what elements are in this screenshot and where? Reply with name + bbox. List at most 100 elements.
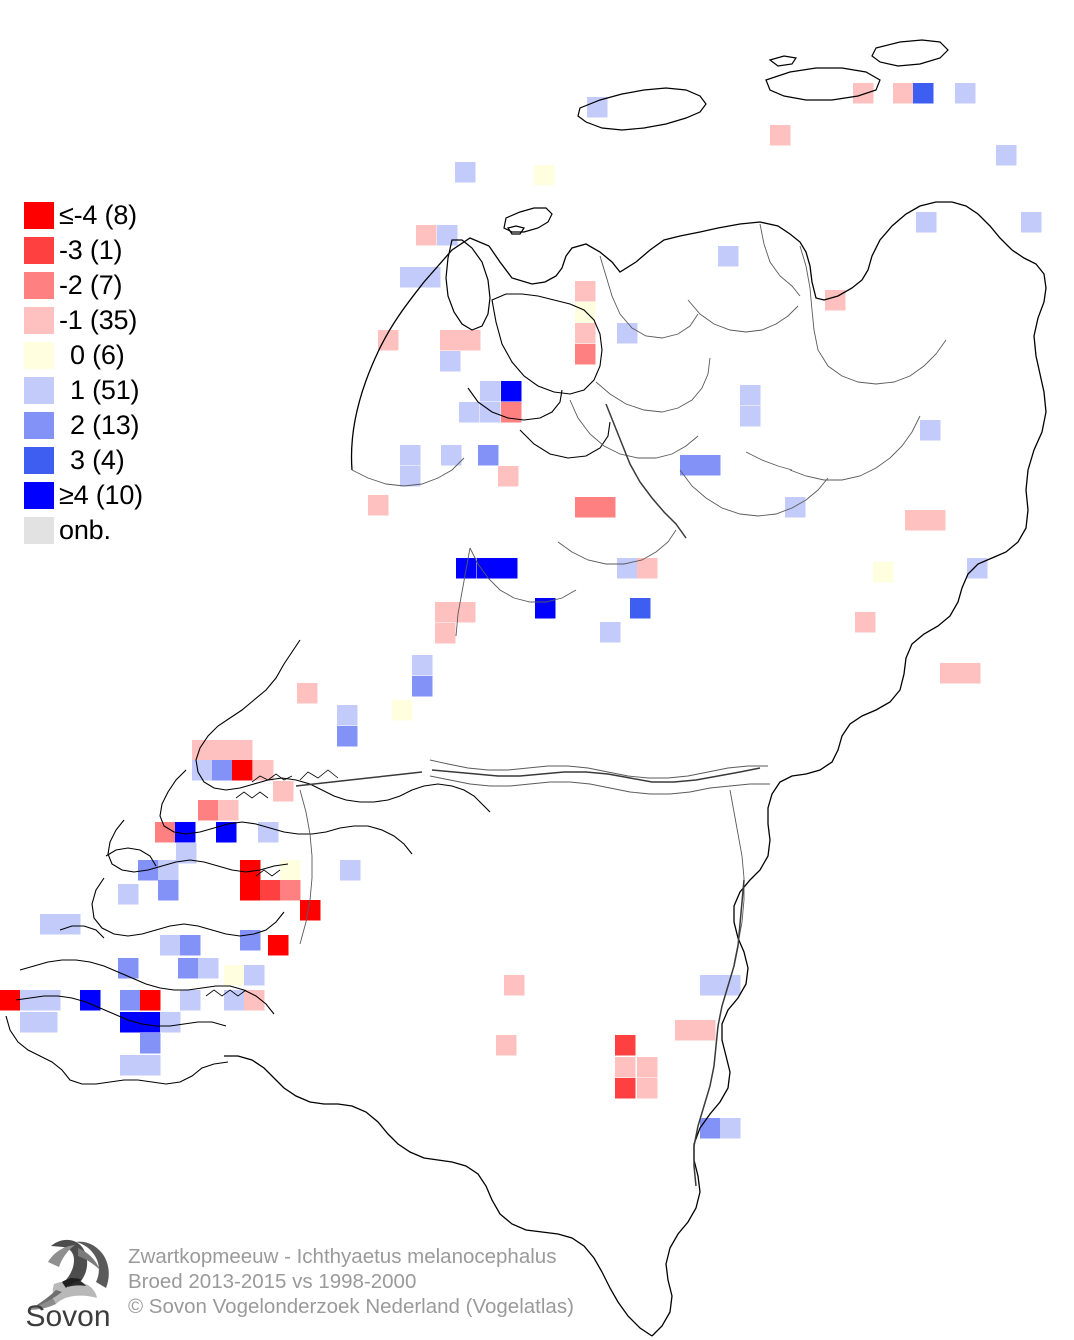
grid-cell <box>37 1012 58 1033</box>
grid-cell <box>280 880 301 901</box>
grid-cell <box>534 165 555 186</box>
grid-cell <box>501 381 522 402</box>
grid-cell <box>192 760 213 781</box>
legend-label-onb.: onb. <box>59 515 111 545</box>
grid-cell <box>60 914 81 935</box>
grid-cell <box>268 935 289 956</box>
grid-cell <box>178 958 199 979</box>
grid-cell <box>575 323 596 344</box>
legend-swatch-onb. <box>24 517 54 544</box>
grid-cell <box>297 683 318 704</box>
grid-cell <box>913 83 934 104</box>
grid-cell <box>224 965 245 986</box>
grid-cell <box>40 914 61 935</box>
grid-cell <box>996 145 1017 166</box>
grid-cell <box>218 800 239 821</box>
grid-cell <box>455 162 476 183</box>
grid-cell <box>258 822 279 843</box>
legend-label-2: 2 (13) <box>70 410 140 440</box>
grid-cell <box>378 330 399 351</box>
grid-cell <box>260 880 281 901</box>
grid-cell <box>437 225 458 246</box>
legend-row-2: 2 (13) <box>24 408 214 443</box>
grid-cell <box>587 97 608 118</box>
ijsselmeer-outline <box>467 293 611 459</box>
legend-row-1: 1 (51) <box>24 373 214 408</box>
grid-cell <box>853 83 874 104</box>
grid-cell <box>459 402 480 423</box>
grid-cell <box>392 700 413 721</box>
grid-cell <box>718 246 739 267</box>
grid-cell <box>20 990 41 1011</box>
grid-cell <box>700 1118 721 1139</box>
legend-label--2: -2 (7) <box>59 270 123 300</box>
grid-cell <box>180 935 201 956</box>
grid-cell <box>435 602 456 623</box>
grid-cell <box>595 497 616 518</box>
grid-cell <box>158 880 179 901</box>
grid-cell <box>400 466 421 487</box>
grid-cell <box>140 1033 161 1054</box>
legend-swatch-<=-4 <box>24 202 54 229</box>
grid-cell <box>695 1020 716 1041</box>
grid-cell <box>700 455 721 476</box>
grid-cell <box>300 900 321 921</box>
grid-cell <box>630 598 651 619</box>
grid-cell <box>340 860 361 881</box>
grid-cell <box>232 740 253 761</box>
grid-cell <box>253 760 274 781</box>
grid-cell <box>441 445 462 466</box>
grid-cell <box>435 623 456 644</box>
grid-cell <box>700 975 721 996</box>
urban-detail <box>205 769 339 997</box>
legend-swatch-1 <box>24 377 54 404</box>
grid-cell <box>497 558 518 579</box>
grid-cell <box>368 495 389 516</box>
grid-cell <box>600 622 621 643</box>
grid-cell <box>740 385 761 406</box>
grid-cell <box>118 958 139 979</box>
grid-cell <box>40 990 61 1011</box>
grid-cell <box>855 612 876 633</box>
caption-block: Zwartkopmeeuw - Ichthyaetus melanocephal… <box>128 1244 574 1319</box>
legend-label--1: -1 (35) <box>59 305 138 335</box>
grid-cell <box>615 1035 636 1056</box>
grid-cell <box>440 330 461 351</box>
grid-cell <box>905 510 926 531</box>
footer: Sovon Zwartkopmeeuw - Ichthyaetus melano… <box>0 1222 1074 1340</box>
grid-cell <box>893 83 914 104</box>
grid-cell <box>120 1055 141 1076</box>
grid-cell <box>575 281 596 302</box>
grid-cell <box>120 990 141 1011</box>
legend-swatch--2 <box>24 272 54 299</box>
grid-cell <box>180 990 201 1011</box>
grid-cell <box>420 267 441 288</box>
rivers <box>295 403 761 1187</box>
legend-row--2: -2 (7) <box>24 268 214 303</box>
grid-cell <box>240 860 261 881</box>
legend-label-0: 0 (6) <box>70 340 125 370</box>
grid-cell <box>637 558 658 579</box>
legend-row-<=-4: ≤-4 (8) <box>24 198 214 233</box>
grid-cell <box>400 267 421 288</box>
grid-cell <box>575 497 596 518</box>
grid-cell <box>1021 212 1042 233</box>
grid-cell <box>155 822 176 843</box>
caption-species: Zwartkopmeeuw - Ichthyaetus melanocephal… <box>128 1245 557 1268</box>
legend: ≤-4 (8) -3 (1) -2 (7) -1 (35) 0 (6) 1 (51) 2 (… <box>24 198 214 548</box>
grid-cell <box>575 302 596 323</box>
grid-cell <box>337 705 358 726</box>
grid-cell <box>940 663 961 684</box>
grid-cell <box>955 83 976 104</box>
grid-cell <box>498 466 519 487</box>
grid-cell <box>160 935 181 956</box>
grid-cell <box>960 663 981 684</box>
grid-cell <box>280 860 301 881</box>
legend-row--3: -3 (1) <box>24 233 214 268</box>
grid-cell <box>240 880 261 901</box>
legend-label->=4: ≥4 (10) <box>59 480 143 510</box>
grid-cell <box>720 975 741 996</box>
grid-cell <box>140 1012 161 1033</box>
grid-cell <box>920 420 941 441</box>
